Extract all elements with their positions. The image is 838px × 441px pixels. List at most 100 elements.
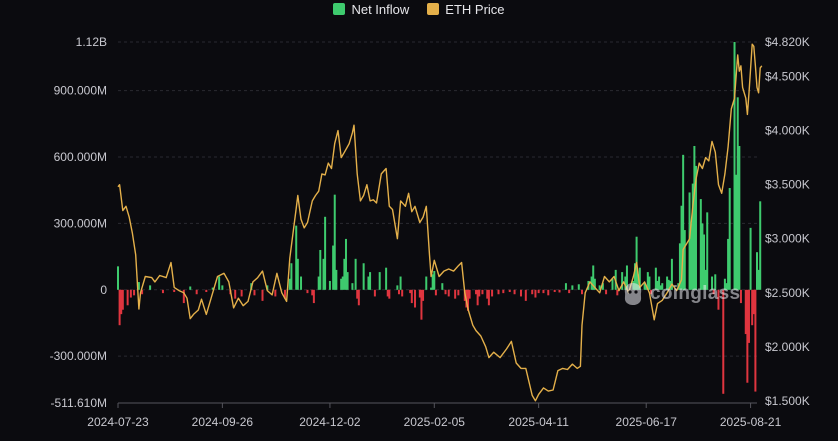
legend-eth-price[interactable]: ETH Price (427, 2, 505, 17)
outflow-bar (133, 289, 136, 296)
inflow-bar (735, 174, 738, 290)
outflow-bar (547, 289, 550, 296)
inflow-bar (593, 278, 596, 290)
outflow-bar (558, 289, 561, 293)
inflow-bar (385, 267, 388, 290)
inflow-bar (333, 194, 336, 290)
inflow-bar (351, 283, 354, 290)
coinglass-logo-icon (624, 283, 642, 305)
inflow-bar (571, 285, 574, 290)
outflow-bar (261, 289, 264, 301)
inflow-bar (625, 265, 628, 290)
right-axis: $4.820K $4.500K $4.000K $3.500K $3.000K $2.50… (765, 35, 810, 408)
inflow-bar (335, 269, 338, 290)
inflow-bar (691, 183, 694, 290)
outflow-bar (481, 289, 484, 295)
bottom-tick-label: 2025-08-21 (720, 415, 782, 429)
inflow-bar (704, 269, 707, 290)
outflow-bar (120, 289, 123, 315)
inflow-bar (328, 280, 331, 290)
eth-price-swatch (427, 3, 440, 15)
bottom-axis: 2024-07-23 2024-09-26 2024-12-02 2025-02-05… (87, 402, 782, 429)
outflow-bar (205, 289, 208, 293)
outflow-bar (537, 289, 540, 294)
outflow-bar (240, 289, 243, 297)
inflow-bar (648, 276, 651, 290)
outflow-bar (129, 289, 132, 298)
outflow-bar (126, 289, 129, 306)
outflow-bar (410, 289, 413, 304)
left-tick-label: 1.12B (76, 35, 107, 49)
inflow-bar (296, 258, 299, 290)
outflow-bar (409, 289, 412, 294)
outflow-bar (717, 289, 720, 310)
outflow-bar (447, 289, 450, 297)
right-tick-label: $4.000K (765, 124, 810, 138)
outflow-bar (650, 289, 653, 295)
inflow-bar (367, 276, 370, 290)
inflow-bar (266, 285, 269, 290)
outflow-bar (475, 289, 478, 295)
inflow-bar (759, 201, 762, 290)
inflow-bar (669, 280, 672, 290)
outflow-bar (542, 289, 545, 294)
inflow-bar (749, 227, 752, 290)
outflow-bar (476, 289, 479, 306)
outflow-bar (118, 289, 121, 326)
legend-net-inflow[interactable]: Net Inflow (333, 2, 409, 17)
inflow-bar (300, 276, 303, 290)
inflow-bar (703, 234, 706, 290)
bottom-tick-label: 2025-04-11 (508, 415, 569, 429)
outflow-bar (182, 289, 185, 304)
inflow-bar (378, 272, 381, 290)
inflow-bar (670, 258, 673, 290)
inflow-bar (701, 223, 704, 290)
inflow-bar (666, 276, 669, 290)
outflow-bar (195, 289, 198, 295)
outflow-bar (141, 289, 144, 295)
outflow-bar (468, 289, 471, 299)
outflow-bar (497, 289, 500, 295)
outflow-bar (274, 289, 277, 297)
outflow-bar (580, 289, 583, 295)
inflow-bar (678, 243, 681, 290)
inflow-bar (601, 283, 604, 290)
outflow-bar (478, 289, 481, 297)
inflow-bar (343, 258, 346, 290)
inflow-bar (727, 238, 730, 290)
outflow-bar (502, 289, 505, 294)
outflow-bar (467, 289, 470, 311)
net-inflow-bars (117, 42, 762, 394)
inflow-bar (633, 263, 636, 290)
inflow-bar (661, 283, 664, 290)
outflow-bar (534, 289, 537, 298)
bottom-tick-label: 2024-12-02 (299, 415, 361, 429)
inflow-bar (637, 274, 640, 290)
inflow-bar (658, 276, 661, 290)
eth-price-series (117, 43, 763, 402)
inflow-bar (611, 278, 614, 290)
outflow-bar (388, 289, 391, 299)
inflow-bar (340, 278, 343, 290)
inflow-bar (682, 154, 685, 290)
outflow-bar (121, 289, 124, 310)
inflow-bar (369, 272, 372, 290)
outflow-bar (531, 289, 534, 295)
right-tick-label: $2.000K (765, 340, 810, 354)
left-tick-label: -300.000M (50, 349, 107, 363)
inflow-bar (728, 188, 731, 290)
inflow-bar (646, 272, 649, 290)
inflow-bar (694, 165, 697, 290)
outflow-bar (386, 289, 389, 297)
inflow-bar (667, 279, 670, 290)
outflow-bar (513, 289, 516, 295)
outflow-bar (568, 289, 571, 294)
outflow-bar (616, 289, 619, 296)
inflow-bar (598, 285, 601, 290)
inflow-bar (577, 284, 580, 290)
outflow-bar (418, 289, 421, 298)
inflow-bar (317, 276, 320, 290)
inflow-bar (714, 274, 717, 290)
outflow-bar (306, 289, 309, 294)
legend-net-inflow-label: Net Inflow (351, 1, 410, 17)
